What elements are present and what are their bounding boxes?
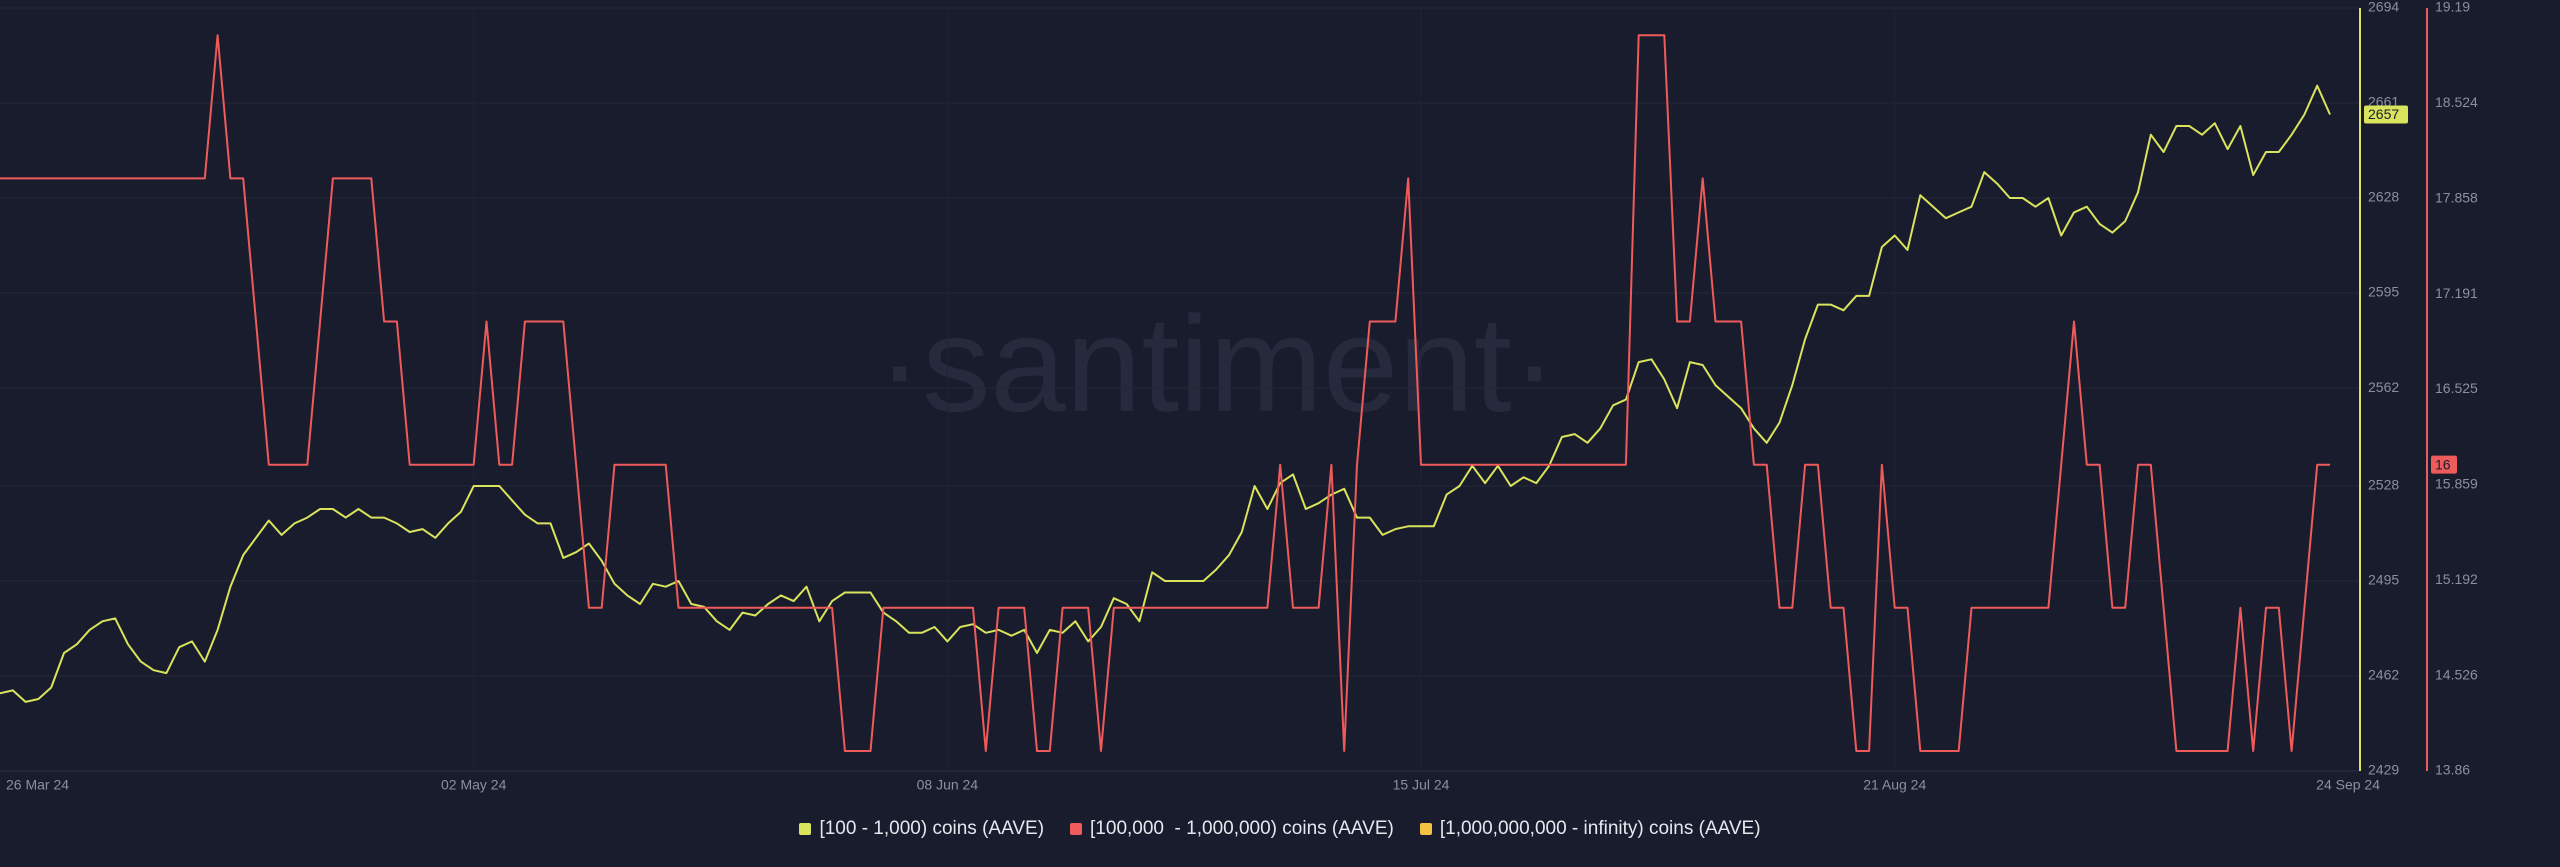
last-value-badge <box>2364 105 2408 124</box>
y2-tick-label: 17.191 <box>2435 285 2478 301</box>
watermark: ·santiment· <box>877 288 1557 440</box>
x-tick-label: 08 Jun 24 <box>917 777 979 793</box>
y-tick-label: 2628 <box>2368 189 2399 205</box>
y-tick-label: 2562 <box>2368 379 2399 395</box>
x-tick-label: 02 May 24 <box>441 777 507 793</box>
y2-tick-label: 18.524 <box>2435 94 2478 110</box>
y2-tick-label: 14.526 <box>2435 666 2478 682</box>
y2-tick-label: 15.192 <box>2435 571 2478 587</box>
y2-tick-label: 13.86 <box>2435 762 2470 778</box>
legend: [100 - 1,000) coins (AAVE) [100,000 - 1,0… <box>0 818 2560 840</box>
legend-item[interactable]: [100,000 - 1,000,000) coins (AAVE) <box>1070 818 1394 840</box>
y-tick-label: 2694 <box>2368 0 2399 15</box>
legend-label: [100 - 1,000) coins (AAVE) <box>819 818 1045 839</box>
x-tick-label: 15 Jul 24 <box>1393 777 1450 793</box>
y2-tick-label: 17.858 <box>2435 189 2478 205</box>
legend-item[interactable]: [1,000,000,000 - infinity) coins (AAVE) <box>1419 818 1761 840</box>
x-tick-label: 24 Sep 24 <box>2316 777 2380 793</box>
legend-swatch <box>799 823 812 835</box>
y-tick-label: 2528 <box>2368 477 2399 493</box>
legend-label: [1,000,000,000 - infinity) coins (AAVE) <box>1439 818 1761 839</box>
last-value-label: 16 <box>2435 456 2451 472</box>
y-tick-label: 2429 <box>2368 762 2399 778</box>
x-tick-label: 26 Mar 24 <box>6 777 69 793</box>
legend-item[interactable]: [100 - 1,000) coins (AAVE) <box>799 818 1044 840</box>
legend-label: [100,000 - 1,000,000) coins (AAVE) <box>1090 818 1394 839</box>
x-tick-label: 21 Aug 24 <box>1863 777 1926 793</box>
y-tick-label: 2462 <box>2368 667 2399 683</box>
y2-tick-label: 15.859 <box>2435 476 2478 492</box>
series-line <box>0 84 2331 703</box>
series-line <box>0 34 2330 752</box>
y-tick-label: 2595 <box>2368 284 2399 300</box>
last-value-label: 2657 <box>2368 106 2399 122</box>
y2-tick-label: 16.525 <box>2435 380 2478 396</box>
chart: ·santiment· 2429 2462 2495 2528 2562 2595 2628… <box>0 0 2478 793</box>
y-tick-label: 2495 <box>2368 572 2399 588</box>
last-value-badge <box>2431 455 2457 474</box>
legend-swatch <box>1419 823 1432 835</box>
y2-tick-label: 19.19 <box>2435 0 2470 15</box>
legend-swatch <box>1070 823 1083 835</box>
